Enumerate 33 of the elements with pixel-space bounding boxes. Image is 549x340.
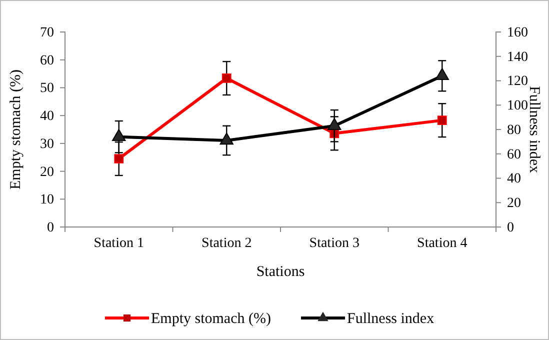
y2-tick-label: 40 [507, 172, 521, 187]
y2-tick-label: 80 [507, 122, 521, 138]
y-tick-label: 20 [40, 164, 54, 180]
legend-label: Empty stomach (%) [151, 311, 271, 327]
y2-tick-label: 60 [507, 147, 521, 162]
x-tick-label: Station 3 [309, 236, 360, 251]
x-axis-title: Stations [256, 264, 305, 280]
legend-label: Fullness index [346, 311, 435, 327]
y2-tick-label: 0 [507, 220, 514, 236]
y-tick-label: 60 [40, 53, 54, 68]
y-tick-label: 40 [40, 109, 54, 124]
y-tick-label: 50 [40, 81, 54, 96]
y-tick-label: 10 [40, 192, 54, 208]
y2-tick-label: 160 [507, 25, 528, 40]
y-tick-label: 0 [47, 220, 54, 236]
point [328, 118, 342, 130]
y2-tick-label: 100 [507, 98, 528, 114]
point [435, 68, 449, 80]
point [222, 74, 232, 83]
point [114, 154, 124, 164]
y2-tick-label: 20 [507, 196, 521, 212]
point [112, 128, 126, 141]
y-tick-label: 70 [40, 25, 54, 40]
y2-tick-label: 140 [507, 50, 528, 65]
y-tick-label: 30 [40, 136, 54, 152]
y2-tick-label: 120 [507, 74, 528, 90]
point [220, 132, 234, 145]
y-axis-title: Empty stomach (%) [8, 70, 24, 190]
point [437, 116, 447, 125]
y2-axis-title: Fullness index [526, 86, 542, 174]
x-tick-label: Station 2 [202, 236, 252, 251]
x-tick-label: Station 4 [417, 236, 468, 251]
x-tick-label: Station 1 [94, 236, 144, 251]
